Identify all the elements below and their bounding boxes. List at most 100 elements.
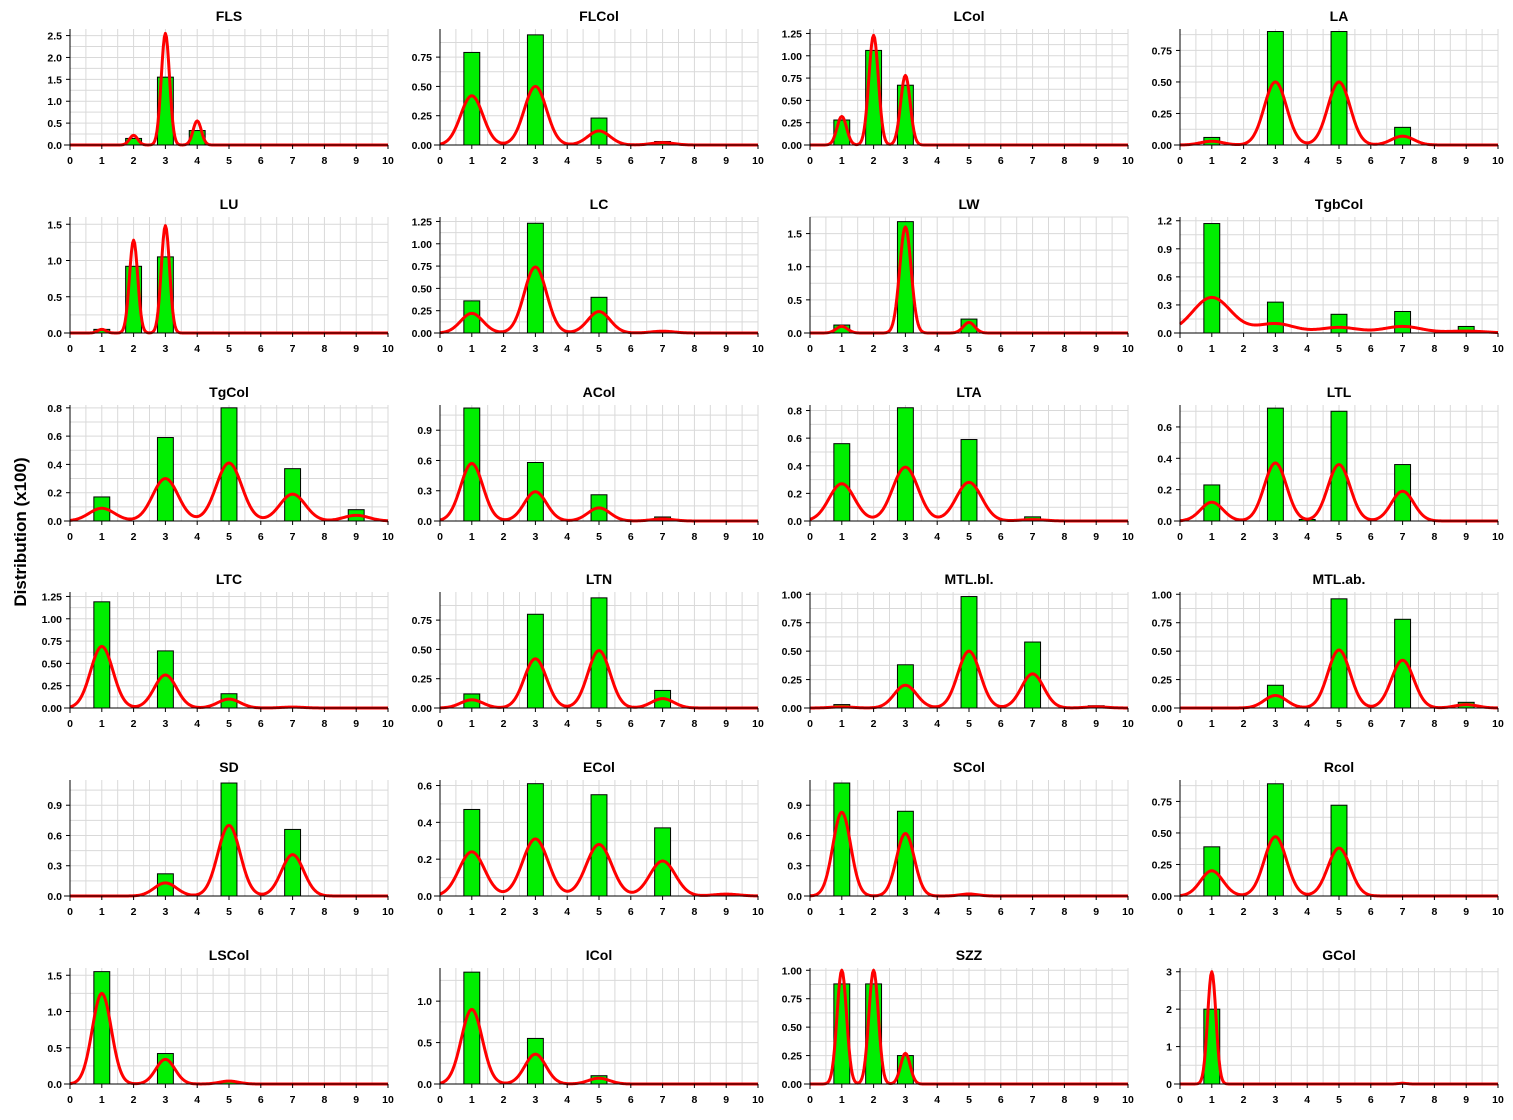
- x-tick-label: 7: [1030, 718, 1036, 730]
- x-tick-label: 9: [1093, 531, 1099, 543]
- panel-flcol: FLCol 0.00 0.25 0.50 0.75 0 1 2 3 4 5 6 7 8 9 10: [370, 0, 770, 180]
- y-tick-label: 0.4: [787, 461, 802, 473]
- x-tick-label: 6: [258, 1094, 264, 1106]
- panel-lc: LC 0.00 0.25 0.50 0.75 1.00 1.25 0 1 2 3 4 5 6 7 8 9 10: [370, 188, 770, 368]
- x-tick-label: 1: [1209, 155, 1215, 167]
- y-tick-label: 1.00: [782, 589, 803, 601]
- y-tick-label: 0.25: [782, 118, 803, 130]
- y-tick-label: 0.0: [787, 328, 802, 340]
- x-tick-label: 4: [934, 531, 940, 543]
- x-tick-label: 10: [1492, 1094, 1504, 1106]
- x-tick-label: 10: [382, 343, 394, 355]
- x-tick-label: 8: [691, 155, 697, 167]
- x-tick-label: 1: [1209, 718, 1215, 730]
- chart-svg: LTL 0.0 0.2 0.4 0.6 0 1 2 3 4 5 6 7 8 9 10: [1157, 384, 1504, 543]
- x-tick-label: 8: [1061, 343, 1067, 355]
- x-tick-label: 2: [1241, 1094, 1247, 1106]
- x-tick-label: 0: [1177, 718, 1183, 730]
- panel-szz: SZZ 0.00 0.25 0.50 0.75 1.00 0 1 2 3 4 5 6 7 8 9 10: [740, 939, 1140, 1119]
- x-tick-label: 6: [258, 718, 264, 730]
- x-tick-label: 6: [1368, 155, 1374, 167]
- x-tick-label: 0: [1177, 343, 1183, 355]
- x-tick-label: 9: [1093, 155, 1099, 167]
- x-tick-label: 6: [258, 343, 264, 355]
- x-tick-label: 6: [258, 906, 264, 918]
- x-tick-label: 3: [1272, 531, 1278, 543]
- y-tick-label: 0.0: [47, 516, 62, 528]
- x-tick-label: 6: [998, 343, 1004, 355]
- x-tick-label: 10: [382, 906, 394, 918]
- x-tick-label: 3: [532, 343, 538, 355]
- x-tick-label: 7: [660, 718, 666, 730]
- y-tick-label: 0.50: [1152, 646, 1173, 658]
- x-tick-label: 2: [871, 343, 877, 355]
- y-tick-label: 0.25: [42, 681, 63, 693]
- x-tick-label: 0: [437, 155, 443, 167]
- x-tick-label: 2: [501, 906, 507, 918]
- x-tick-label: 0: [1177, 906, 1183, 918]
- bar: [1330, 410, 1348, 522]
- x-tick-label: 6: [998, 718, 1004, 730]
- x-tick-label: 10: [752, 531, 764, 543]
- panel-ltl: LTL 0.0 0.2 0.4 0.6 0 1 2 3 4 5 6 7 8 9 10: [1110, 376, 1510, 556]
- x-tick-label: 5: [226, 906, 232, 918]
- x-tick-label: 1: [1209, 906, 1215, 918]
- x-tick-label: 1: [99, 718, 105, 730]
- x-tick-label: 2: [501, 155, 507, 167]
- x-tick-label: 1: [99, 531, 105, 543]
- y-tick-label: 1.00: [412, 239, 433, 251]
- panel-title: FLS: [216, 8, 242, 24]
- x-tick-label: 9: [1463, 1094, 1469, 1106]
- y-tick-label: 0.3: [47, 861, 62, 873]
- x-tick-label: 2: [871, 155, 877, 167]
- y-tick-label: 0.2: [1157, 485, 1172, 497]
- x-tick-label: 6: [1368, 718, 1374, 730]
- x-tick-label: 7: [660, 343, 666, 355]
- y-tick-label: 0.3: [1157, 300, 1172, 312]
- x-tick-label: 9: [1093, 1094, 1099, 1106]
- x-tick-label: 0: [1177, 531, 1183, 543]
- panel-lta: LTA 0.0 0.2 0.4 0.6 0.8 0 1 2 3 4 5 6 7 8 9 10: [740, 376, 1140, 556]
- bar: [463, 971, 481, 1085]
- x-tick-label: 3: [902, 718, 908, 730]
- x-tick-label: 10: [752, 343, 764, 355]
- panel-title: LW: [959, 196, 981, 212]
- chart-svg: LTC 0.00 0.25 0.50 0.75 1.00 1.25 0 1 2 3 4 5 6 7 8 9 10: [42, 571, 394, 730]
- panel-title: LC: [590, 196, 609, 212]
- y-tick-label: 1.25: [412, 216, 433, 228]
- y-tick-label: 0.25: [412, 674, 433, 686]
- x-tick-label: 7: [290, 343, 296, 355]
- x-tick-label: 3: [532, 155, 538, 167]
- bar: [1266, 301, 1284, 334]
- x-tick-label: 8: [691, 1094, 697, 1106]
- x-tick-label: 7: [660, 531, 666, 543]
- panel-lu: LU 0.0 0.5 1.0 1.5 0 1 2 3 4 5 6 7 8 9 10: [0, 188, 400, 368]
- y-tick-label: 0.6: [417, 781, 432, 793]
- y-tick-label: 2.5: [47, 31, 62, 43]
- x-tick-label: 8: [691, 343, 697, 355]
- panel-title: SD: [219, 759, 238, 775]
- x-tick-label: 2: [1241, 155, 1247, 167]
- y-tick-label: 0.25: [782, 675, 803, 687]
- x-tick-label: 6: [628, 155, 634, 167]
- x-tick-label: 8: [321, 343, 327, 355]
- y-tick-label: 0.75: [1152, 45, 1173, 57]
- x-tick-label: 10: [1122, 1094, 1134, 1106]
- x-tick-label: 10: [1492, 531, 1504, 543]
- y-tick-label: 0.6: [47, 830, 62, 842]
- panel-lcol: LCol 0.00 0.25 0.50 0.75 1.00 1.25 0 1 2 3 4 5 6 7 8 9 10: [740, 0, 1140, 180]
- y-tick-label: 1.0: [47, 256, 62, 268]
- chart-svg: LTN 0.00 0.25 0.50 0.75 0 1 2 3 4 5 6 7 8 9 10: [412, 571, 764, 730]
- x-tick-label: 5: [226, 343, 232, 355]
- panel-fls: FLS 0.0 0.5 1.0 1.5 2.0 2.5 0 1 2 3 4 5 6 7 8 9 10: [0, 0, 400, 180]
- x-tick-label: 1: [469, 1094, 475, 1106]
- y-tick-label: 0.5: [47, 1043, 62, 1055]
- x-tick-label: 4: [564, 906, 570, 918]
- x-tick-label: 0: [437, 531, 443, 543]
- x-tick-label: 2: [871, 1094, 877, 1106]
- x-tick-label: 4: [564, 531, 570, 543]
- panel-mtl-ab: MTL.ab. 0.00 0.25 0.50 0.75 1.00 0 1 2 3 4 5 6 7 8 9 10: [1110, 563, 1510, 743]
- x-tick-label: 5: [966, 343, 972, 355]
- x-tick-label: 1: [839, 906, 845, 918]
- x-tick-label: 5: [226, 155, 232, 167]
